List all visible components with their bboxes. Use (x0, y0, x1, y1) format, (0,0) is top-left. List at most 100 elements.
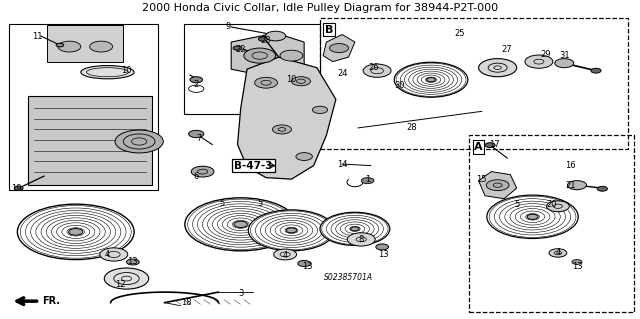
Circle shape (361, 178, 374, 184)
Circle shape (90, 41, 113, 52)
Text: 4: 4 (556, 249, 561, 257)
Circle shape (486, 180, 509, 190)
Circle shape (274, 249, 296, 260)
Bar (47, 26, 124, 62)
Circle shape (14, 186, 23, 190)
Text: 27: 27 (502, 45, 513, 54)
Text: 4: 4 (282, 251, 288, 261)
Circle shape (259, 37, 268, 41)
Circle shape (286, 228, 296, 233)
Circle shape (363, 64, 391, 77)
Text: 14: 14 (337, 160, 348, 168)
Text: 20: 20 (547, 200, 557, 209)
Text: 6: 6 (193, 172, 199, 181)
Circle shape (191, 166, 214, 177)
Text: 1: 1 (365, 174, 370, 184)
Circle shape (100, 248, 128, 261)
Circle shape (58, 41, 81, 52)
Circle shape (266, 31, 285, 41)
Circle shape (233, 46, 242, 50)
Polygon shape (323, 34, 355, 62)
Text: 17: 17 (489, 140, 500, 149)
Circle shape (572, 260, 582, 264)
Circle shape (394, 62, 468, 97)
Circle shape (296, 152, 312, 160)
Bar (469, 136, 634, 312)
Circle shape (525, 55, 553, 68)
Circle shape (17, 204, 134, 260)
Title: 2000 Honda Civic Collar, Idle Pulley Diagram for 38944-P2T-000: 2000 Honda Civic Collar, Idle Pulley Dia… (142, 3, 498, 13)
Text: 16: 16 (565, 161, 576, 170)
Circle shape (320, 212, 390, 245)
Text: 15: 15 (477, 174, 487, 184)
Circle shape (568, 181, 586, 190)
Circle shape (68, 228, 83, 235)
Circle shape (234, 221, 248, 227)
Text: 25: 25 (454, 28, 465, 38)
Circle shape (244, 48, 276, 63)
Text: 22: 22 (236, 45, 246, 54)
Text: B-47-3: B-47-3 (234, 160, 273, 171)
Text: 13: 13 (378, 250, 388, 259)
Circle shape (597, 186, 607, 191)
Circle shape (487, 195, 578, 239)
Text: FR.: FR. (42, 296, 60, 306)
Text: 26: 26 (369, 63, 380, 72)
Text: 12: 12 (115, 280, 125, 289)
Circle shape (248, 210, 335, 251)
Text: 18: 18 (182, 298, 192, 307)
Circle shape (479, 59, 516, 77)
Circle shape (280, 50, 303, 61)
Text: 21: 21 (565, 181, 576, 190)
Bar (9, 24, 158, 190)
Text: 23: 23 (260, 36, 271, 45)
Text: 4: 4 (105, 250, 110, 259)
Text: 5: 5 (514, 200, 519, 209)
Bar (28, 96, 152, 185)
Circle shape (255, 77, 278, 88)
Polygon shape (237, 57, 336, 179)
Circle shape (330, 44, 349, 53)
Circle shape (127, 259, 139, 265)
Text: 30: 30 (394, 81, 404, 90)
Circle shape (376, 244, 388, 250)
Circle shape (190, 77, 203, 83)
Ellipse shape (81, 66, 134, 79)
Polygon shape (231, 33, 304, 78)
Circle shape (298, 261, 310, 266)
Text: 11: 11 (33, 32, 43, 41)
Circle shape (348, 233, 375, 246)
Text: 13: 13 (572, 262, 582, 271)
Text: 13: 13 (302, 262, 312, 271)
Text: 8: 8 (358, 235, 364, 244)
Text: 9: 9 (225, 23, 230, 32)
Circle shape (115, 130, 163, 153)
Text: 2: 2 (194, 80, 199, 89)
Circle shape (427, 78, 435, 82)
Text: 10: 10 (121, 66, 132, 75)
Text: 7: 7 (196, 134, 202, 143)
Bar (184, 24, 320, 115)
Circle shape (527, 214, 538, 219)
Text: 10: 10 (286, 75, 297, 84)
Text: 28: 28 (406, 123, 417, 132)
Circle shape (547, 201, 570, 212)
Circle shape (273, 125, 291, 134)
Circle shape (591, 68, 601, 73)
Text: 19: 19 (12, 184, 22, 193)
Text: 5: 5 (257, 199, 262, 208)
Ellipse shape (261, 84, 309, 97)
Text: S02385701A: S02385701A (324, 272, 373, 282)
Circle shape (185, 198, 296, 251)
Circle shape (555, 59, 574, 68)
Text: B: B (325, 25, 333, 34)
Bar (320, 18, 628, 149)
Text: 29: 29 (540, 50, 550, 59)
Text: 13: 13 (127, 257, 138, 266)
Circle shape (351, 227, 359, 231)
Circle shape (291, 77, 310, 86)
Circle shape (189, 130, 204, 137)
Polygon shape (479, 172, 516, 199)
Circle shape (312, 106, 328, 114)
Text: 5: 5 (219, 199, 224, 208)
